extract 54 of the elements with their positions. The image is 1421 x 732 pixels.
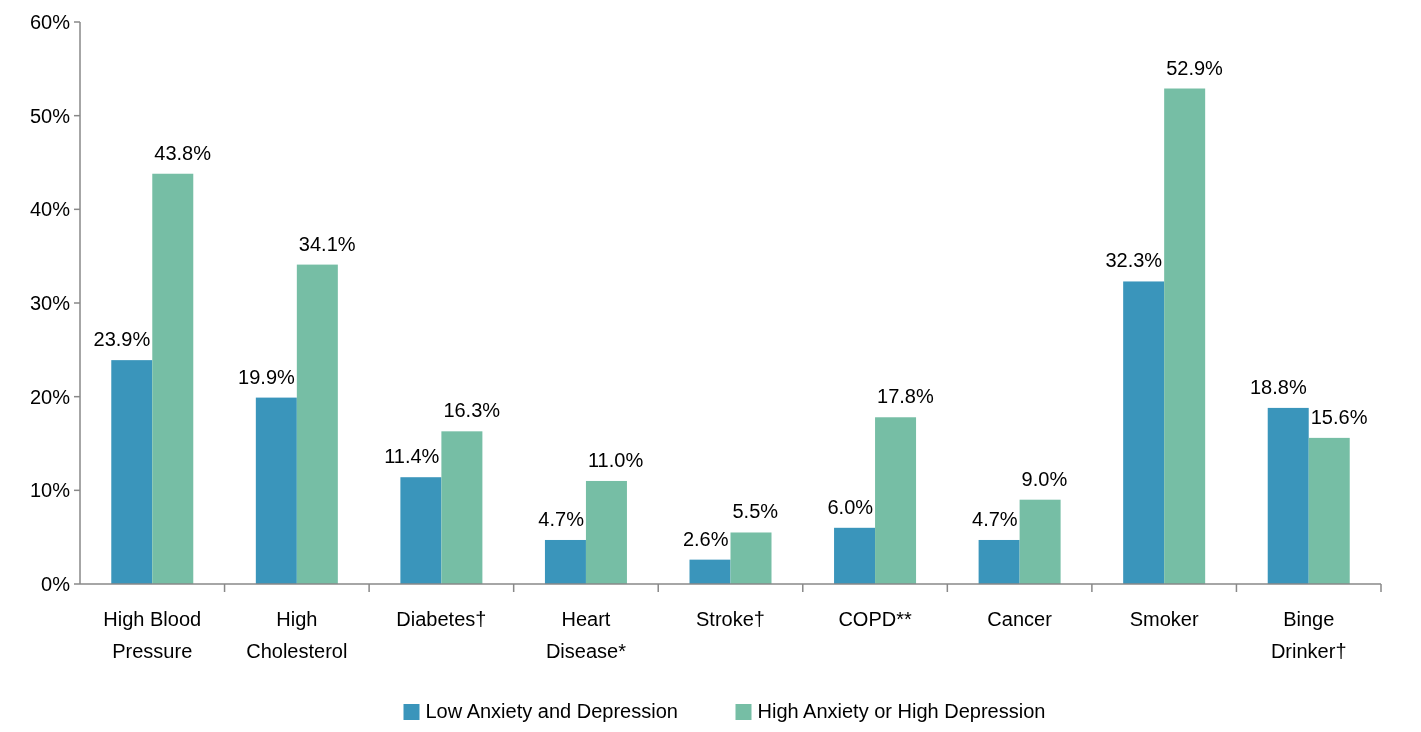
legend-label: Low Anxiety and Depression	[425, 700, 678, 722]
x-tick-label: Smoker	[1129, 608, 1199, 630]
bar	[152, 173, 194, 584]
bar	[875, 417, 917, 584]
x-tick-label: Stroke†	[696, 608, 765, 630]
bar	[441, 431, 483, 584]
legend-label: High Anxiety or High Depression	[757, 700, 1046, 722]
data-label: 11.0%	[587, 448, 644, 471]
x-tick-label: Heart Disease*	[545, 608, 627, 662]
bar	[1019, 499, 1061, 584]
data-label: 11.4%	[384, 445, 440, 468]
bar	[255, 397, 297, 584]
y-tick-label: 50%	[29, 104, 71, 127]
bar	[296, 264, 338, 584]
bar	[978, 539, 1020, 584]
bar	[689, 559, 731, 584]
bar	[585, 480, 627, 584]
data-label: 19.9%	[238, 365, 296, 388]
data-label: 5.5%	[732, 500, 779, 523]
x-tick-label: Cancer	[987, 608, 1053, 630]
data-label: 15.6%	[1310, 405, 1368, 428]
y-tick-label: 60%	[29, 11, 71, 33]
data-label: 32.3%	[1105, 249, 1163, 272]
x-tick-label: Binge Drinker†	[1270, 608, 1347, 662]
data-label: 6.0%	[827, 495, 874, 518]
data-label: 34.1%	[298, 232, 356, 255]
bar	[730, 532, 772, 584]
y-tick-label: 40%	[29, 198, 71, 221]
bar	[834, 527, 876, 584]
data-label: 16.3%	[443, 399, 501, 422]
data-label: 43.8%	[154, 141, 212, 164]
y-tick-label: 0%	[41, 573, 71, 595]
y-tick-label: 20%	[29, 385, 71, 408]
bar	[1123, 281, 1165, 584]
bar	[1164, 88, 1206, 584]
y-tick-label: 30%	[29, 292, 71, 314]
data-label: 18.8%	[1250, 375, 1307, 398]
x-tick-label: High Cholesterol	[246, 608, 348, 662]
data-label: 17.8%	[877, 385, 934, 408]
data-label: 9.0%	[1021, 467, 1068, 490]
x-tick-label: High Blood Pressure	[103, 608, 202, 662]
y-tick-label: 10%	[29, 479, 71, 502]
data-label: 4.7%	[972, 507, 1018, 530]
data-label: 23.9%	[93, 328, 151, 351]
bar	[1308, 437, 1350, 584]
bar	[400, 477, 442, 584]
bar	[111, 360, 153, 584]
data-label: 52.9%	[1166, 56, 1224, 79]
x-tick-label: COPD**	[838, 608, 912, 630]
bar	[544, 539, 586, 584]
bar	[1267, 407, 1309, 584]
data-label: 4.7%	[538, 507, 585, 530]
x-tick-label: Diabetes†	[396, 608, 487, 630]
data-label: 2.6%	[682, 527, 729, 550]
